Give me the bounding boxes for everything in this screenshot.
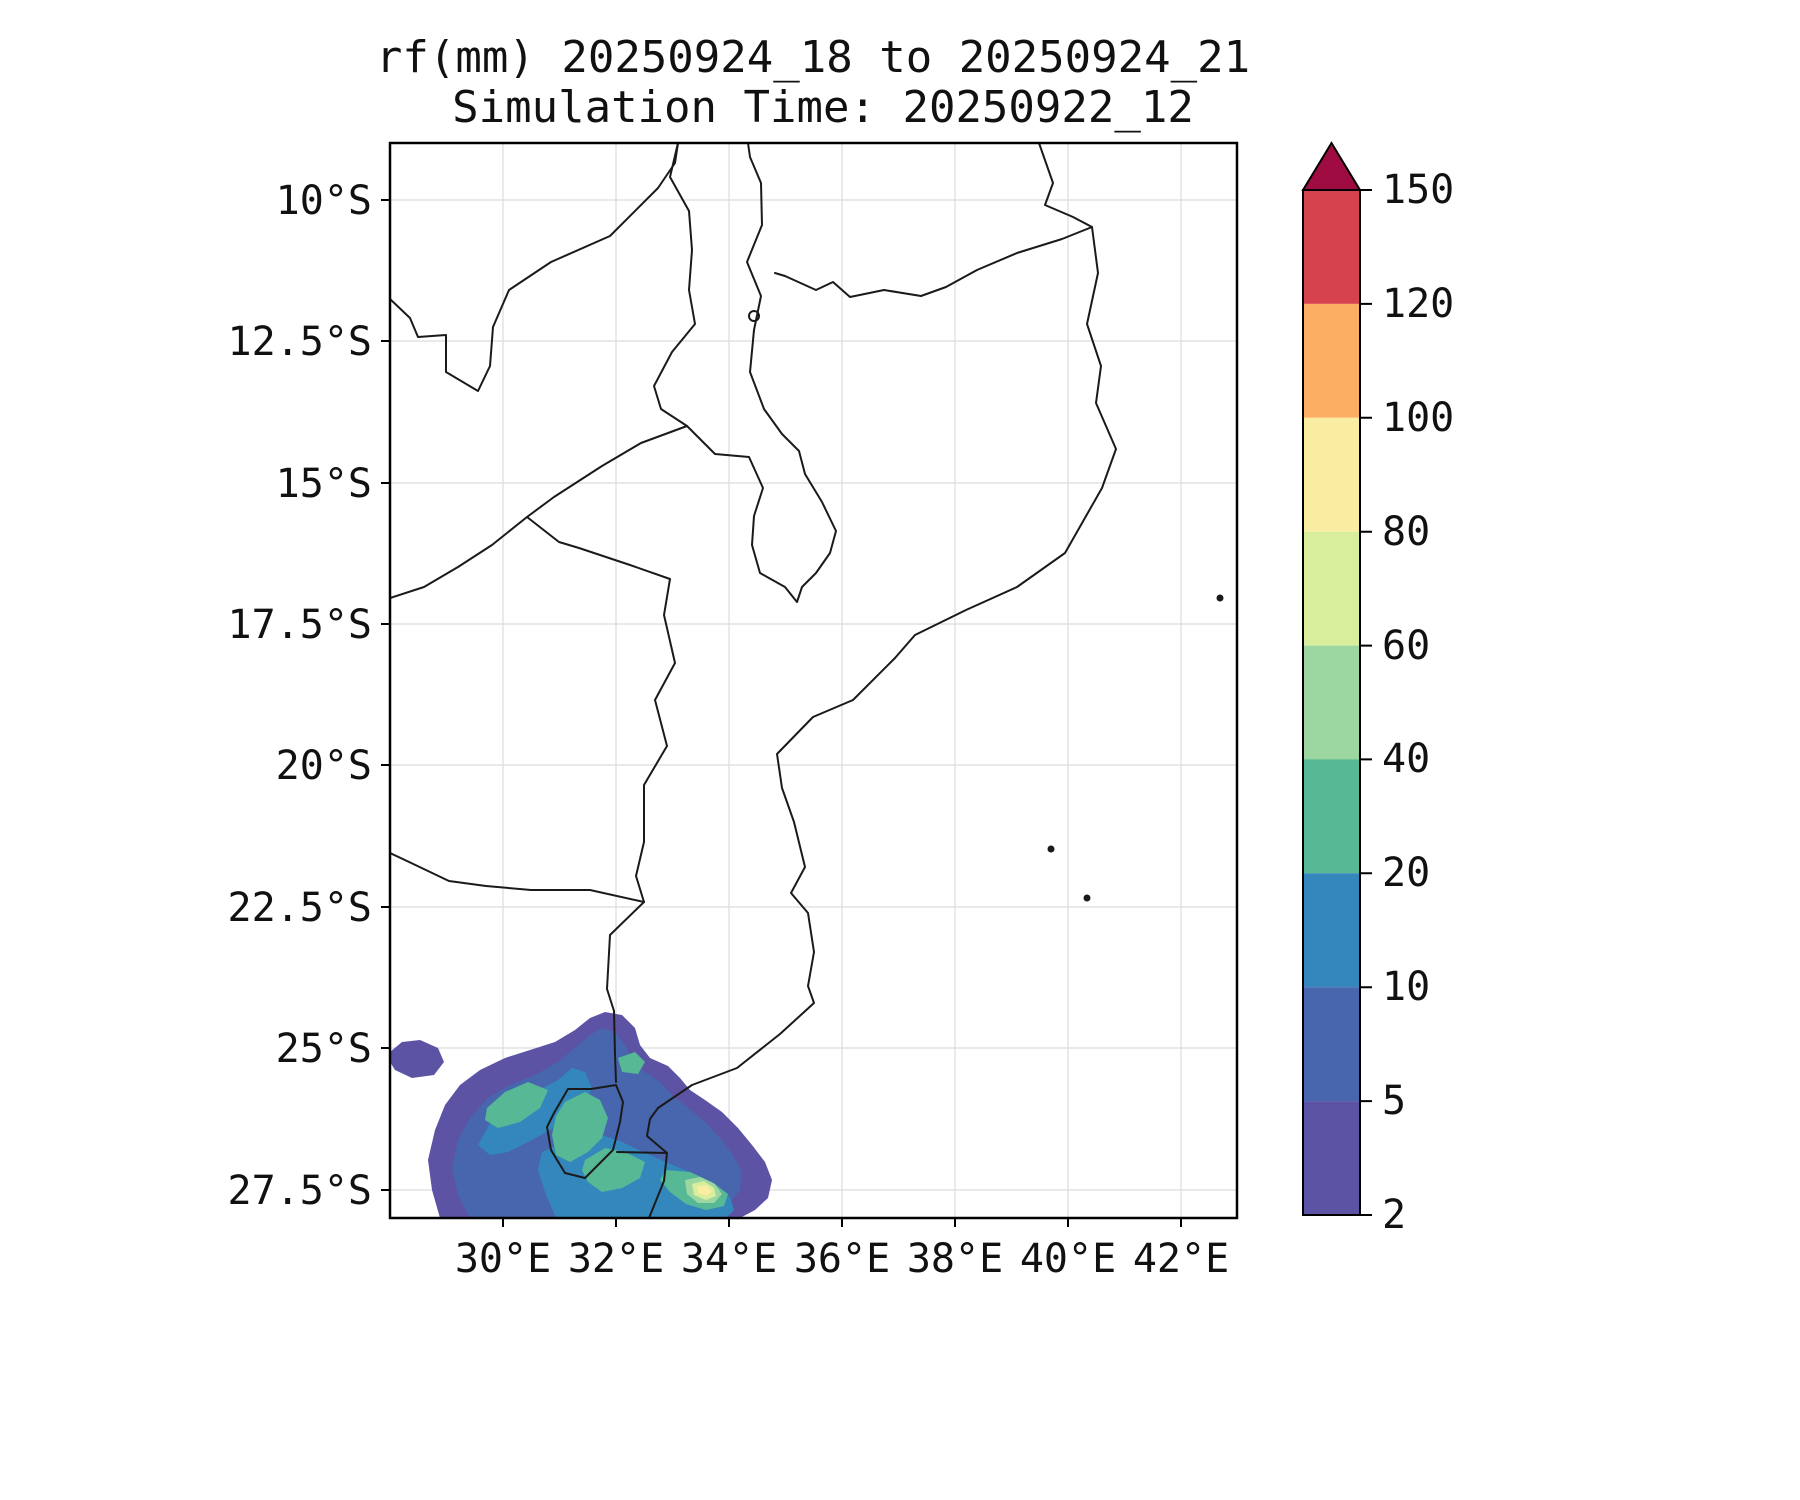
- kzn-mozambique-border: [616, 1151, 668, 1154]
- colorbar-tick-label: 2: [1382, 1192, 1406, 1238]
- rain-20mm-patch-5: [618, 1052, 645, 1074]
- eswatini-border: [546, 1084, 624, 1179]
- colorbar-tick-label: 20: [1382, 850, 1430, 896]
- lon-tick-label: 40°E: [1020, 1236, 1116, 1282]
- lat-tick-label: 20°S: [276, 743, 372, 789]
- lon-tick-label: 36°E: [794, 1236, 890, 1282]
- graticule-grid: [390, 143, 1237, 1218]
- rain-20mm-patch-3: [582, 1148, 645, 1192]
- colorbar-band-80-100: [1303, 417, 1360, 532]
- lon-tick-label: 30°E: [455, 1236, 551, 1282]
- colorbar-tick-label: 100: [1382, 395, 1454, 441]
- rain-20mm-patch-1: [485, 1082, 548, 1128]
- lon-tick-label: 42°E: [1133, 1236, 1229, 1282]
- bassas-da-india-island-dot: [1047, 845, 1055, 853]
- colorbar-tick-label: 40: [1382, 736, 1430, 782]
- south-africa-mozambique-border: [606, 901, 645, 1083]
- colorbar-outline: [1302, 189, 1361, 1216]
- colorbar-band-60-80: [1303, 531, 1360, 646]
- rain-20mm-patch-2: [552, 1092, 608, 1162]
- colorbar-band-2-5: [1303, 1101, 1360, 1215]
- juan-de-nova-island-dot: [1216, 594, 1224, 602]
- colorbar-labels: 150 120 100 80 60 40 20 10 5 2: [1382, 167, 1454, 1238]
- lat-tick-label: 27.5°S: [228, 1168, 373, 1214]
- colorbar-band-40-60: [1303, 645, 1360, 760]
- lat-tick-label: 12.5°S: [228, 319, 373, 365]
- colorbar-tick-label: 10: [1382, 964, 1430, 1010]
- lon-tick-marks: [502, 1218, 1182, 1227]
- colorbar-over-triangle: [1301, 141, 1362, 191]
- colorbar-band-10-20: [1303, 873, 1360, 988]
- coastline-path: [646, 143, 1117, 1218]
- map-area: [390, 143, 1237, 1218]
- limpopo-border: [390, 852, 645, 903]
- lat-tick-marks: [381, 199, 390, 1191]
- zambia-drc-tanzania-border: [390, 143, 679, 392]
- colorbar-tick-marks: [1360, 189, 1372, 1216]
- colorbar-band-20-40: [1303, 759, 1360, 874]
- coastlines-and-borders: [390, 143, 1224, 1218]
- lat-tick-label: 22.5°S: [228, 885, 373, 931]
- rain-80mm-core: [697, 1185, 712, 1196]
- colorbar-tick-label: 5: [1382, 1078, 1406, 1124]
- lat-tick-label: 10°S: [276, 178, 372, 224]
- rainfall-field: [390, 1012, 772, 1218]
- plot-title: rf(mm) 20250924_18 to 20250924_21: [376, 32, 1250, 83]
- lon-tick-label: 34°E: [681, 1236, 777, 1282]
- rain-2mm-west-patch: [390, 1040, 444, 1078]
- colorbar: 150 120 100 80 60 40 20 10 5 2: [1301, 141, 1454, 1238]
- colorbar-band-120-150: [1303, 190, 1360, 304]
- grid-parallels: [390, 199, 1237, 1191]
- lat-axis: 10°S 12.5°S 15°S 17.5°S 20°S 22.5°S 25°S…: [228, 178, 373, 1214]
- lat-tick-label: 25°S: [276, 1026, 372, 1072]
- europa-island-dot: [1083, 894, 1091, 902]
- colorbar-tick-label: 80: [1382, 509, 1430, 555]
- plot-subtitle: Simulation Time: 20250922_12: [452, 82, 1194, 133]
- colorbar-tick-label: 120: [1382, 281, 1454, 327]
- likoma-island-icon: [748, 310, 760, 322]
- colorbar-band-5-10: [1303, 987, 1360, 1102]
- lat-tick-label: 15°S: [276, 461, 372, 507]
- tanzania-mozambique-border: [774, 226, 1093, 298]
- colorbar-tick-label: 150: [1382, 167, 1454, 213]
- zimbabwe-mozambique-border: [526, 516, 676, 903]
- colorbar-tick-label: 60: [1382, 623, 1430, 669]
- colorbar-band-100-120: [1303, 303, 1360, 418]
- lon-axis: 30°E 32°E 34°E 36°E 38°E 40°E 42°E: [455, 1236, 1229, 1282]
- zambezi-zambia-border: [390, 425, 688, 599]
- map-frame: [388, 141, 1239, 1220]
- lat-tick-label: 17.5°S: [228, 602, 373, 648]
- lon-tick-label: 32°E: [568, 1236, 664, 1282]
- lon-tick-label: 38°E: [907, 1236, 1003, 1282]
- grid-meridians: [502, 143, 1182, 1218]
- malawi-lake-malawi-border: [653, 143, 837, 603]
- axis-tick-marks: [381, 199, 1182, 1227]
